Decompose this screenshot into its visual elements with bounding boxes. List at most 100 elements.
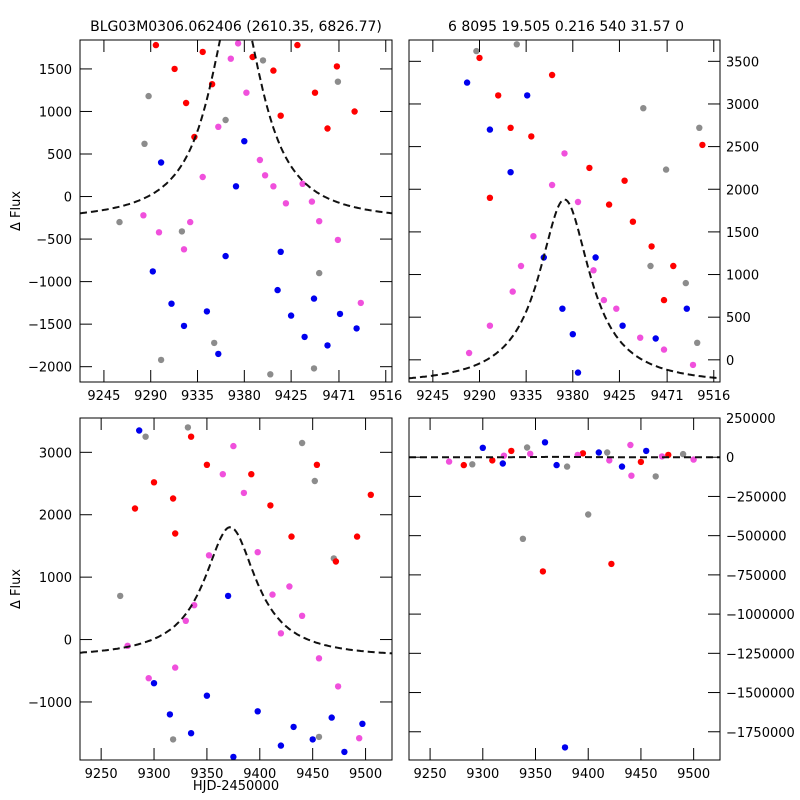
- x-tick-label: 9500: [677, 767, 710, 782]
- y-tick-label: 0: [64, 634, 72, 649]
- y-tick-label: −1000: [28, 276, 72, 291]
- point-blue: [168, 300, 175, 307]
- point-pink: [269, 591, 276, 598]
- y-tick-label: −1000: [28, 696, 72, 711]
- y-axis-label: Δ Flux: [9, 569, 24, 609]
- x-tick-label: 9471: [322, 389, 355, 404]
- point-pink: [240, 489, 248, 497]
- point-blue: [328, 714, 335, 721]
- x-tick-label: 9250: [414, 767, 447, 782]
- axes-frame: [79, 39, 393, 383]
- point-red: [150, 479, 158, 486]
- panel-bottom-left: 9250 9300 9350 9400 9450 9500 −1000 0 1000 2000 30…: [9, 417, 393, 794]
- point-red: [495, 92, 502, 99]
- point-red: [460, 461, 467, 469]
- point-pink: [548, 181, 556, 189]
- x-tick-label: 9350: [190, 767, 223, 782]
- point-blue: [224, 592, 232, 600]
- point-blue: [559, 305, 566, 312]
- y-tick-label: −1500000: [726, 687, 795, 702]
- point-gray: [513, 41, 520, 48]
- panel-top-left: 9245 9290 9335 9380 9425 9471 9516 −2000 −1500 −1…: [9, 39, 402, 404]
- point-blue: [561, 744, 569, 751]
- y-tick-label: 2500: [726, 141, 759, 156]
- point-gray: [116, 218, 123, 226]
- point-blue: [203, 308, 211, 315]
- point-pink: [180, 246, 188, 253]
- x-tick-label: 9250: [85, 767, 118, 782]
- point-blue: [341, 748, 348, 756]
- point-red: [699, 141, 706, 149]
- point-gray: [259, 57, 267, 64]
- point-pink: [270, 183, 277, 190]
- point-gray: [563, 463, 571, 470]
- y-tick-label: 0: [726, 451, 734, 466]
- y-tick-label: −500000: [726, 530, 787, 545]
- point-blue: [241, 138, 248, 145]
- point-pink: [606, 457, 613, 464]
- point-gray: [315, 733, 323, 741]
- point-blue: [595, 449, 602, 456]
- point-pink: [172, 664, 179, 671]
- x-tick-label: 9245: [416, 389, 449, 404]
- point-blue: [150, 680, 158, 687]
- point-pink: [243, 89, 250, 96]
- x-tick-label: 9425: [275, 389, 308, 404]
- point-red: [333, 63, 341, 70]
- point-pink: [465, 349, 473, 357]
- point-pink: [315, 655, 323, 662]
- panel-top-right: 9245 9290 9335 9380 9425 9471 9516 0 500 1000 1500…: [408, 39, 759, 404]
- x-tick-label: 9425: [603, 389, 636, 404]
- x-tick-label: 9516: [697, 389, 730, 404]
- point-red: [131, 505, 139, 512]
- point-pink: [530, 233, 537, 240]
- point-blue: [215, 350, 222, 358]
- point-gray: [523, 444, 531, 451]
- point-gray: [585, 511, 592, 518]
- point-blue: [569, 331, 576, 338]
- point-gray: [316, 269, 323, 277]
- point-pink: [299, 180, 306, 187]
- point-gray: [682, 279, 689, 287]
- point-pink: [145, 675, 152, 682]
- point-gray: [679, 450, 687, 458]
- point-gray: [141, 140, 148, 147]
- x-tick-label: 9290: [134, 389, 167, 404]
- point-pink: [182, 617, 189, 624]
- point-pink: [660, 346, 668, 353]
- point-pink: [627, 441, 634, 449]
- y-tick-label: 1500: [726, 226, 759, 241]
- point-gray: [211, 339, 218, 347]
- point-blue: [254, 708, 261, 715]
- model-curve: [409, 198, 720, 380]
- x-tick-label: 9380: [556, 389, 589, 404]
- point-red: [579, 450, 587, 457]
- point-gray: [469, 461, 476, 468]
- point-red: [670, 262, 677, 270]
- point-pink: [256, 156, 264, 164]
- point-blue: [574, 369, 582, 376]
- point-blue: [592, 254, 599, 261]
- point-pink: [316, 218, 323, 225]
- point-gray: [298, 439, 306, 447]
- x-axis-label: HJD-2450000: [193, 779, 279, 794]
- point-gray: [184, 424, 192, 431]
- point-blue: [166, 711, 174, 718]
- point-pink: [254, 549, 261, 556]
- point-blue: [643, 447, 650, 455]
- point-gray: [334, 78, 342, 85]
- point-pink: [234, 40, 242, 47]
- point-blue: [301, 333, 308, 341]
- x-tick-label: 9500: [349, 767, 382, 782]
- y-tick-label: 3000: [726, 98, 759, 113]
- point-red: [332, 558, 340, 565]
- point-pink: [155, 229, 163, 236]
- point-blue: [507, 169, 514, 176]
- point-red: [660, 296, 668, 304]
- point-pink: [628, 472, 635, 479]
- y-tick-label: −500: [36, 233, 72, 248]
- point-red: [288, 533, 295, 540]
- point-gray: [178, 228, 186, 235]
- x-tick-label: 9450: [624, 767, 657, 782]
- point-blue: [310, 295, 318, 302]
